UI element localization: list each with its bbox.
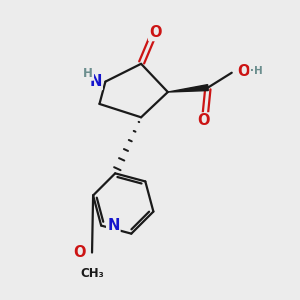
Text: O: O <box>149 25 162 40</box>
Text: N: N <box>89 74 102 89</box>
Text: O: O <box>197 113 210 128</box>
Polygon shape <box>168 85 208 92</box>
Text: CH₃: CH₃ <box>80 267 104 280</box>
Text: O: O <box>237 64 250 79</box>
Text: H: H <box>83 67 93 80</box>
Text: ·H: ·H <box>250 66 263 76</box>
Text: O: O <box>73 245 85 260</box>
Text: N: N <box>107 218 119 233</box>
